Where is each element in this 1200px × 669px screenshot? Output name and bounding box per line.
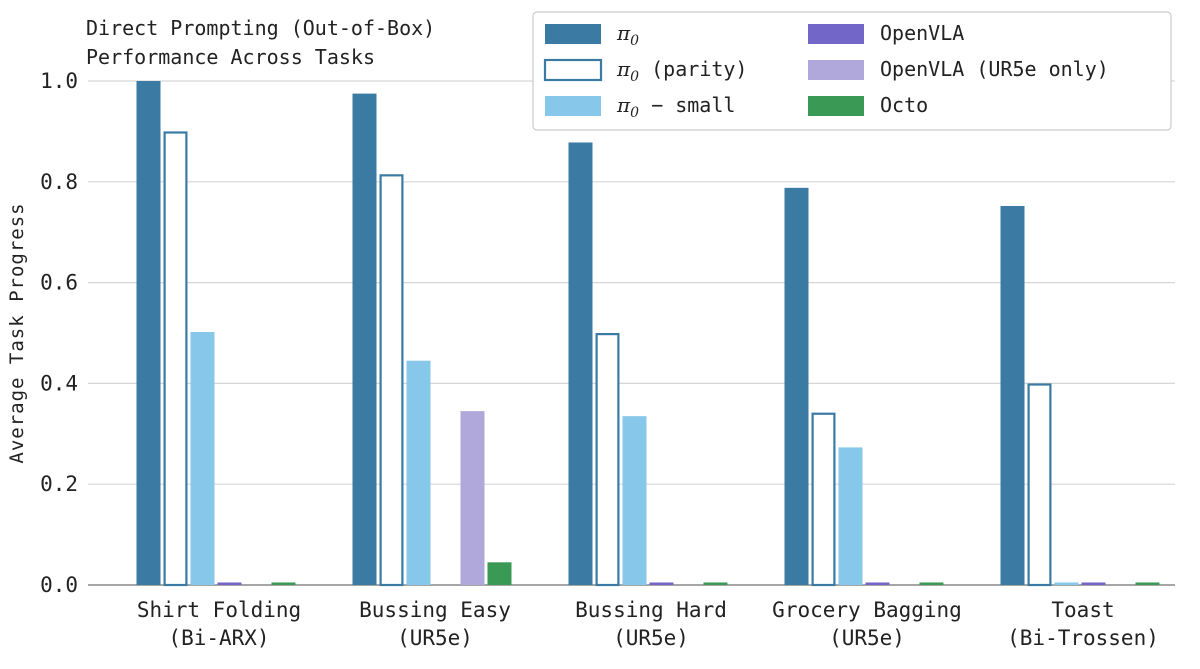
- bar: [1027, 383, 1052, 587]
- bar: [271, 582, 296, 585]
- x-tick-label: Shirt Folding: [137, 598, 301, 622]
- chart-title: Direct Prompting (Out-of-Box): [86, 16, 435, 40]
- bar: [1135, 582, 1160, 585]
- bar: [163, 131, 188, 587]
- x-tick-label-sub: (UR5e): [613, 626, 689, 650]
- legend-label: OpenVLA: [880, 21, 964, 45]
- x-tick-label: Toast: [1051, 598, 1114, 622]
- bar: [622, 416, 647, 585]
- bar: [1081, 582, 1106, 585]
- bar: [136, 81, 161, 585]
- bar: [487, 562, 512, 585]
- y-tick-label: 1.0: [40, 69, 78, 93]
- x-tick-label: Bussing Easy: [359, 598, 511, 622]
- legend-swatch: [545, 24, 601, 44]
- bar: [1054, 582, 1079, 585]
- legend: π0 π0 (parity) π0 − small OpenVLA OpenVLA (U…: [532, 11, 1172, 131]
- bar: [568, 142, 593, 585]
- y-tick-label: 0.2: [40, 472, 78, 496]
- bar: [379, 174, 404, 587]
- bar: [649, 582, 674, 585]
- legend-swatch: [808, 60, 864, 80]
- y-tick-label: 0.0: [40, 573, 78, 597]
- legend-label: Octo: [880, 93, 928, 117]
- legend-label: π0 (parity): [616, 57, 747, 85]
- bar: [1000, 205, 1025, 585]
- legend-swatch: [808, 96, 864, 116]
- bar: [190, 331, 215, 585]
- bar: [406, 360, 431, 585]
- y-axis-title: Average Task Progress: [6, 202, 28, 463]
- bar: [703, 582, 728, 585]
- bars: [136, 81, 1160, 587]
- x-tick-labels: Shirt Folding (Bi-ARX) Bussing Easy (UR5e) B…: [137, 598, 1159, 650]
- x-tick-label-sub: (UR5e): [397, 626, 473, 650]
- x-tick-label-sub: (Bi-ARX): [168, 626, 269, 650]
- x-tick-label: Grocery Bagging: [772, 598, 962, 622]
- y-tick-label: 0.8: [40, 170, 78, 194]
- x-tick-label-sub: (UR5e): [829, 626, 905, 650]
- bar: [595, 333, 620, 587]
- legend-label: π0 − small: [616, 93, 735, 121]
- bar: [811, 412, 836, 587]
- bar: [784, 187, 809, 585]
- bar: [352, 93, 377, 585]
- bar: [919, 582, 944, 585]
- bar: [865, 582, 890, 585]
- chart-subtitle: Performance Across Tasks: [86, 45, 375, 69]
- y-tick-label: 0.4: [40, 371, 78, 395]
- legend-swatch: [543, 58, 603, 82]
- bar: [217, 582, 242, 585]
- x-tick-label: Bussing Hard: [575, 598, 727, 622]
- y-tick-labels: 0.0 0.2 0.4 0.6 0.8 1.0: [40, 69, 78, 597]
- y-tick-label: 0.6: [40, 271, 78, 295]
- legend-label: OpenVLA (UR5e only): [880, 57, 1109, 81]
- bar: [838, 447, 863, 585]
- legend-swatch: [808, 24, 864, 44]
- legend-label: π0: [616, 21, 639, 49]
- x-tick-label-sub: (Bi-Trossen): [1007, 626, 1159, 650]
- legend-swatch: [545, 96, 601, 116]
- bar: [460, 411, 485, 585]
